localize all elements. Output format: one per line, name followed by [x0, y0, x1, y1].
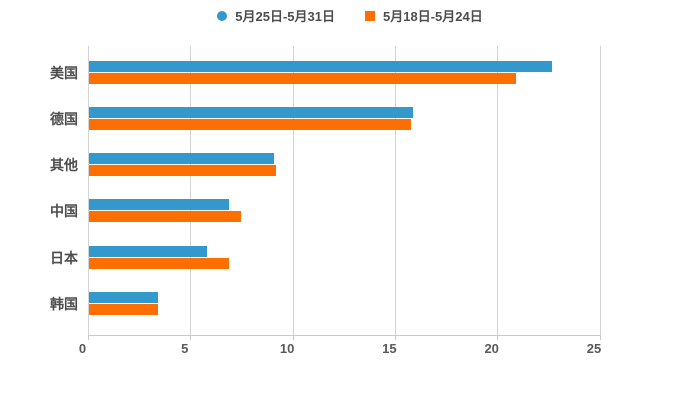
legend-marker-square-icon	[365, 10, 375, 21]
bar	[89, 153, 275, 165]
bar	[89, 119, 412, 131]
bar	[89, 199, 230, 211]
x-tick-label: 0	[78, 341, 87, 356]
bar	[89, 73, 516, 84]
category-label: 德国	[50, 111, 78, 128]
bar	[89, 107, 414, 119]
legend: 5月25日-5月31日 5月18日-5月24日	[0, 6, 700, 25]
gridline	[394, 46, 396, 335]
x-tick-label: 5	[181, 341, 189, 356]
gridline	[497, 46, 499, 335]
bar	[89, 303, 158, 315]
x-tick-label: 10	[279, 341, 295, 356]
category-label: 韩国	[50, 295, 78, 312]
axis-tick	[394, 335, 396, 340]
axis-tick	[599, 335, 601, 340]
bar	[89, 245, 207, 257]
axis-tick	[88, 335, 89, 340]
legend-label: 5月25日-5月31日	[235, 9, 335, 24]
bar	[89, 165, 277, 177]
bar	[89, 257, 230, 269]
legend-item[interactable]: 5月25日-5月31日	[217, 6, 335, 25]
bar	[89, 291, 158, 303]
gridline	[190, 46, 192, 335]
category-label: 美国	[50, 65, 78, 81]
gridline	[292, 46, 294, 335]
bar	[89, 211, 242, 223]
axis-tick	[292, 335, 294, 340]
category-label: 日本	[50, 249, 78, 266]
category-label: 其他	[50, 157, 78, 174]
x-tick-label: 15	[382, 341, 397, 356]
gridline	[599, 46, 601, 335]
axis-tick	[190, 335, 192, 340]
x-tick-label: 20	[484, 341, 499, 356]
bar	[89, 61, 553, 72]
x-tick-label: 25	[586, 341, 602, 356]
x-axis-line	[88, 335, 601, 336]
axis-tick	[497, 335, 499, 340]
legend-item[interactable]: 5月18日-5月24日	[365, 6, 483, 25]
legend-label: 5月18日-5月24日	[383, 9, 483, 24]
legend-marker-circle-icon	[217, 10, 228, 21]
category-label: 中国	[50, 203, 78, 220]
